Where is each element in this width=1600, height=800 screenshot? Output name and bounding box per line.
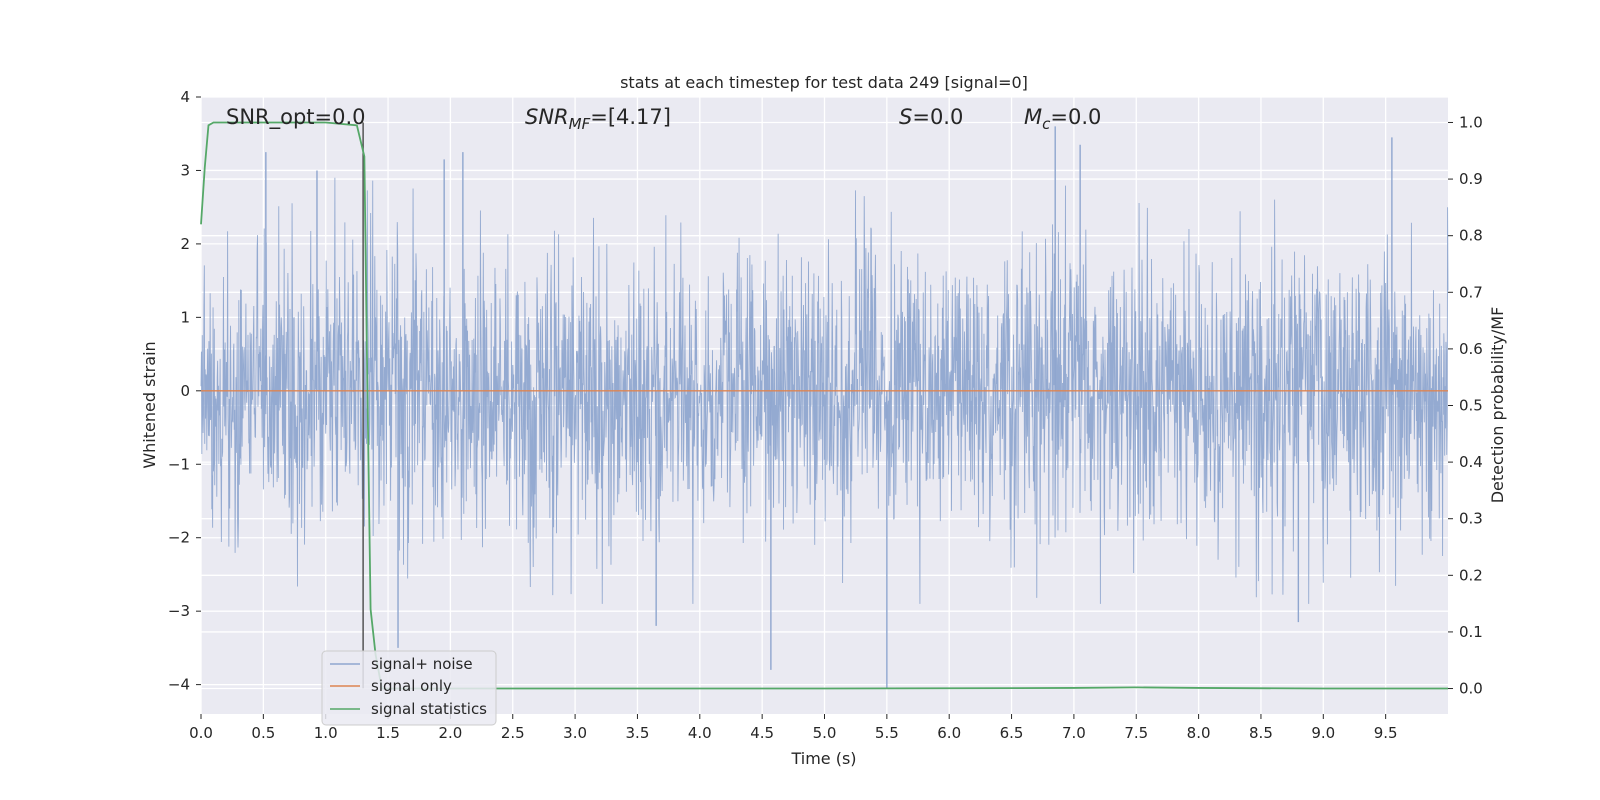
legend-label-signal-only: signal only [371,677,452,695]
y-right-tick-label: 0.2 [1459,566,1483,584]
annotation-s: S=0.0 [899,105,963,129]
y-right-tick-label: 1.0 [1459,113,1483,131]
x-tick-label: 1.0 [314,724,338,742]
y-left-tick-label: 3 [180,161,190,179]
x-tick-label: 3.0 [563,724,587,742]
annotation-snr-opt: SNR_opt=0.0 [226,105,366,130]
chart-title: stats at each timestep for test data 249… [620,73,1028,92]
y-right-tick-label: 0.8 [1459,227,1483,245]
x-tick-label: 0.5 [251,724,275,742]
signal-statistics-line [200,121,1448,690]
annotation-mc: Mc=0.0 [1024,105,1101,133]
series-signal-statistics [200,121,1448,690]
x-tick-label: 2.5 [501,724,525,742]
y-left-tick-label: −3 [168,602,190,620]
y-axis-right-label: Detection probability/MF [1488,307,1507,504]
series-signal-noise [200,126,1449,689]
x-axis-ticks: 0.0 0.5 1.0 1.5 2.0 2.5 3.0 3.5 4.0 4.5 5.0 5.5 6.0 6… [189,714,1398,742]
legend: signal+ noise signal only signal statist… [321,650,497,726]
x-tick-label: 4.5 [750,724,774,742]
x-tick-label: 6.5 [1000,724,1024,742]
legend-box [321,650,497,726]
signal-noise-trace [200,177,1449,604]
x-tick-label: 0.0 [189,724,213,742]
legend-label-signal-statistics: signal statistics [371,700,487,718]
x-tick-label: 9.0 [1311,724,1335,742]
y-right-tick-label: 0.6 [1459,340,1483,358]
x-tick-label: 6.0 [937,724,961,742]
y-right-tick-label: 0.9 [1459,170,1483,188]
x-tick-label: 8.5 [1249,724,1273,742]
y-left-tick-label: 2 [180,235,190,253]
x-tick-label: 7.5 [1124,724,1148,742]
legend-label-signal-noise: signal+ noise [371,655,473,673]
y-axis-left-ticks: 4 3 2 1 0 −1 −2 −3 −4 [168,88,201,694]
y-right-tick-label: 0.3 [1459,510,1483,528]
y-right-tick-label: 0.7 [1459,283,1483,301]
y-left-tick-label: 4 [180,88,190,106]
y-left-tick-label: −2 [168,529,190,547]
y-left-tick-label: 1 [180,308,190,326]
y-axis-right-ticks: 1.0 0.9 0.8 0.7 0.6 0.5 0.4 0.3 0.2 0.1 0.0 [1448,113,1483,698]
y-left-tick-label: −1 [168,455,190,473]
x-tick-label: 5.0 [813,724,837,742]
y-right-tick-label: 0.0 [1459,680,1483,698]
y-right-tick-label: 0.4 [1459,453,1483,471]
y-right-tick-label: 0.1 [1459,623,1483,641]
y-axis-left-label: Whitened strain [140,341,159,468]
x-tick-label: 1.5 [376,724,400,742]
y-right-tick-label: 0.5 [1459,397,1483,415]
x-tick-label: 9.5 [1374,724,1398,742]
x-tick-label: 5.5 [875,724,899,742]
x-tick-label: 3.5 [626,724,650,742]
x-axis-label: Time (s) [790,749,856,768]
y-left-tick-label: 0 [180,382,190,400]
x-tick-label: 8.0 [1187,724,1211,742]
annotation-snr-mf: SNRMF=[4.17] [525,105,671,133]
x-tick-label: 7.0 [1062,724,1086,742]
x-tick-label: 2.0 [438,724,462,742]
x-tick-label: 4.0 [688,724,712,742]
y-left-tick-label: −4 [168,676,190,694]
